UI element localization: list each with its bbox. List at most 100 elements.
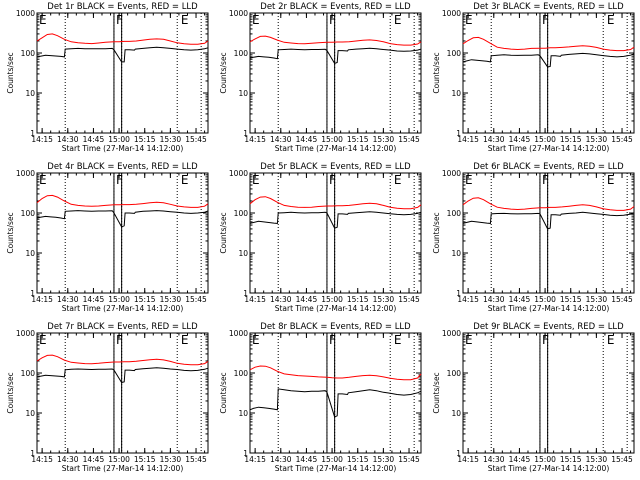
y-tick-label: 10 (451, 89, 461, 98)
plot-frame (249, 332, 422, 454)
panel-title: Det 5r BLACK = Events, RED = LLD (260, 162, 411, 172)
panel-title: Det 8r BLACK = Events, RED = LLD (260, 322, 411, 332)
x-axis-label: Start Time (27-Mar-14 14:12:00) (62, 144, 184, 153)
x-tick-label: 15:15 (560, 295, 582, 304)
panel-title: Det 3r BLACK = Events, RED = LLD (473, 2, 624, 12)
x-tick-label: 15:30 (160, 135, 182, 144)
y-axis-label: Counts/sec (432, 52, 441, 93)
x-tick-label: 15:45 (185, 455, 207, 464)
lld-series-line (249, 365, 422, 381)
x-tick-label: 14:30 (270, 135, 292, 144)
y-axis-label: Counts/sec (219, 52, 228, 93)
x-tick-label: 15:45 (611, 135, 633, 144)
x-tick-label: 14:15 (31, 135, 53, 144)
marker-label: F (116, 333, 123, 347)
x-tick-label: 15:30 (373, 455, 395, 464)
y-axis-label: Counts/sec (6, 372, 15, 413)
x-axis-label: Start Time (27-Mar-14 14:12:00) (488, 144, 610, 153)
y-tick-label: 1 (243, 129, 248, 138)
x-tick-label: 15:45 (611, 295, 633, 304)
flare-band (113, 172, 123, 294)
x-tick-label: 14:15 (457, 135, 479, 144)
plot-frame (36, 172, 209, 294)
detector-panel-9: Det 9r BLACK = Events, RED = LLD 1 10 100 10… (426, 320, 639, 480)
events-series-line (36, 367, 209, 384)
marker-label: F (542, 333, 549, 347)
marker-label: E (252, 13, 260, 27)
y-tick-label: 100 (21, 369, 36, 378)
x-tick-label: 15:15 (560, 455, 582, 464)
panel-title: Det 7r BLACK = Events, RED = LLD (47, 322, 198, 332)
y-axis-label: Counts/sec (432, 212, 441, 253)
marker-label: E (39, 13, 47, 27)
x-tick-label: 14:45 (296, 295, 318, 304)
detector-panel-7: Det 7r BLACK = Events, RED = LLD 1 10 100 10… (0, 320, 213, 480)
y-tick-label: 10 (238, 249, 248, 258)
marker-label: F (542, 173, 549, 187)
flare-band (326, 12, 336, 134)
marker-label: F (116, 173, 123, 187)
x-tick-label: 15:45 (185, 135, 207, 144)
x-tick-label: 14:15 (457, 455, 479, 464)
x-tick-label: 15:15 (347, 295, 369, 304)
y-tick-label: 1000 (16, 169, 35, 178)
x-tick-label: 14:15 (244, 135, 266, 144)
x-tick-label: 15:00 (108, 455, 130, 464)
y-tick-label: 1 (243, 449, 248, 458)
x-tick-label: 15:30 (373, 295, 395, 304)
x-tick-label: 15:15 (347, 135, 369, 144)
y-axis-label: Counts/sec (432, 372, 441, 413)
x-tick-label: 15:45 (398, 295, 420, 304)
marker-label: E (607, 13, 615, 27)
flare-band (539, 172, 549, 294)
x-tick-label: 14:45 (509, 295, 531, 304)
x-tick-label: 14:30 (270, 455, 292, 464)
y-tick-label: 100 (447, 49, 462, 58)
events-series-line (249, 47, 422, 65)
y-tick-label: 1000 (229, 9, 248, 18)
panel-chart: Det 2r BLACK = Events, RED = LLD 1 10 100 10… (219, 2, 422, 153)
marker-label: E (252, 333, 260, 347)
detector-panel-5: Det 5r BLACK = Events, RED = LLD 1 10 100 10… (213, 160, 426, 320)
x-axis-label: Start Time (27-Mar-14 14:12:00) (488, 464, 610, 473)
lld-series-line (36, 194, 209, 208)
panel-title: Det 9r BLACK = Events, RED = LLD (473, 322, 624, 332)
events-series-line (249, 211, 422, 229)
y-tick-label: 100 (234, 369, 249, 378)
y-tick-label: 100 (447, 209, 462, 218)
x-tick-label: 15:00 (534, 135, 556, 144)
x-tick-label: 15:00 (108, 135, 130, 144)
y-tick-label: 1 (243, 289, 248, 298)
events-series-line (36, 210, 209, 228)
x-tick-label: 15:30 (160, 295, 182, 304)
x-tick-label: 15:15 (134, 455, 156, 464)
panel-chart: Det 4r BLACK = Events, RED = LLD 1 10 100 10… (6, 162, 209, 313)
flare-band (539, 12, 549, 134)
lld-series-line (462, 36, 635, 52)
x-tick-label: 14:45 (296, 135, 318, 144)
x-tick-label: 14:45 (83, 455, 105, 464)
x-tick-label: 14:15 (244, 295, 266, 304)
x-tick-label: 14:30 (483, 455, 505, 464)
x-tick-label: 15:30 (160, 455, 182, 464)
detector-panel-2: Det 2r BLACK = Events, RED = LLD 1 10 100 10… (213, 0, 426, 160)
y-tick-label: 10 (25, 249, 35, 258)
y-tick-label: 10 (25, 89, 35, 98)
y-tick-label: 1000 (16, 329, 35, 338)
plot-frame (36, 12, 209, 134)
y-tick-label: 1 (456, 289, 461, 298)
y-tick-label: 1000 (16, 9, 35, 18)
x-tick-label: 15:00 (534, 295, 556, 304)
lld-series-line (462, 197, 635, 211)
y-axis-label: Counts/sec (219, 212, 228, 253)
plot-frame (462, 172, 635, 294)
marker-label: F (329, 173, 336, 187)
y-tick-label: 1000 (229, 169, 248, 178)
marker-label: E (607, 333, 615, 347)
plot-frame (36, 332, 209, 454)
x-axis-label: Start Time (27-Mar-14 14:12:00) (488, 304, 610, 313)
marker-label: E (394, 333, 402, 347)
plot-frame (462, 12, 635, 134)
panel-title: Det 6r BLACK = Events, RED = LLD (473, 162, 624, 172)
y-tick-label: 1 (30, 129, 35, 138)
